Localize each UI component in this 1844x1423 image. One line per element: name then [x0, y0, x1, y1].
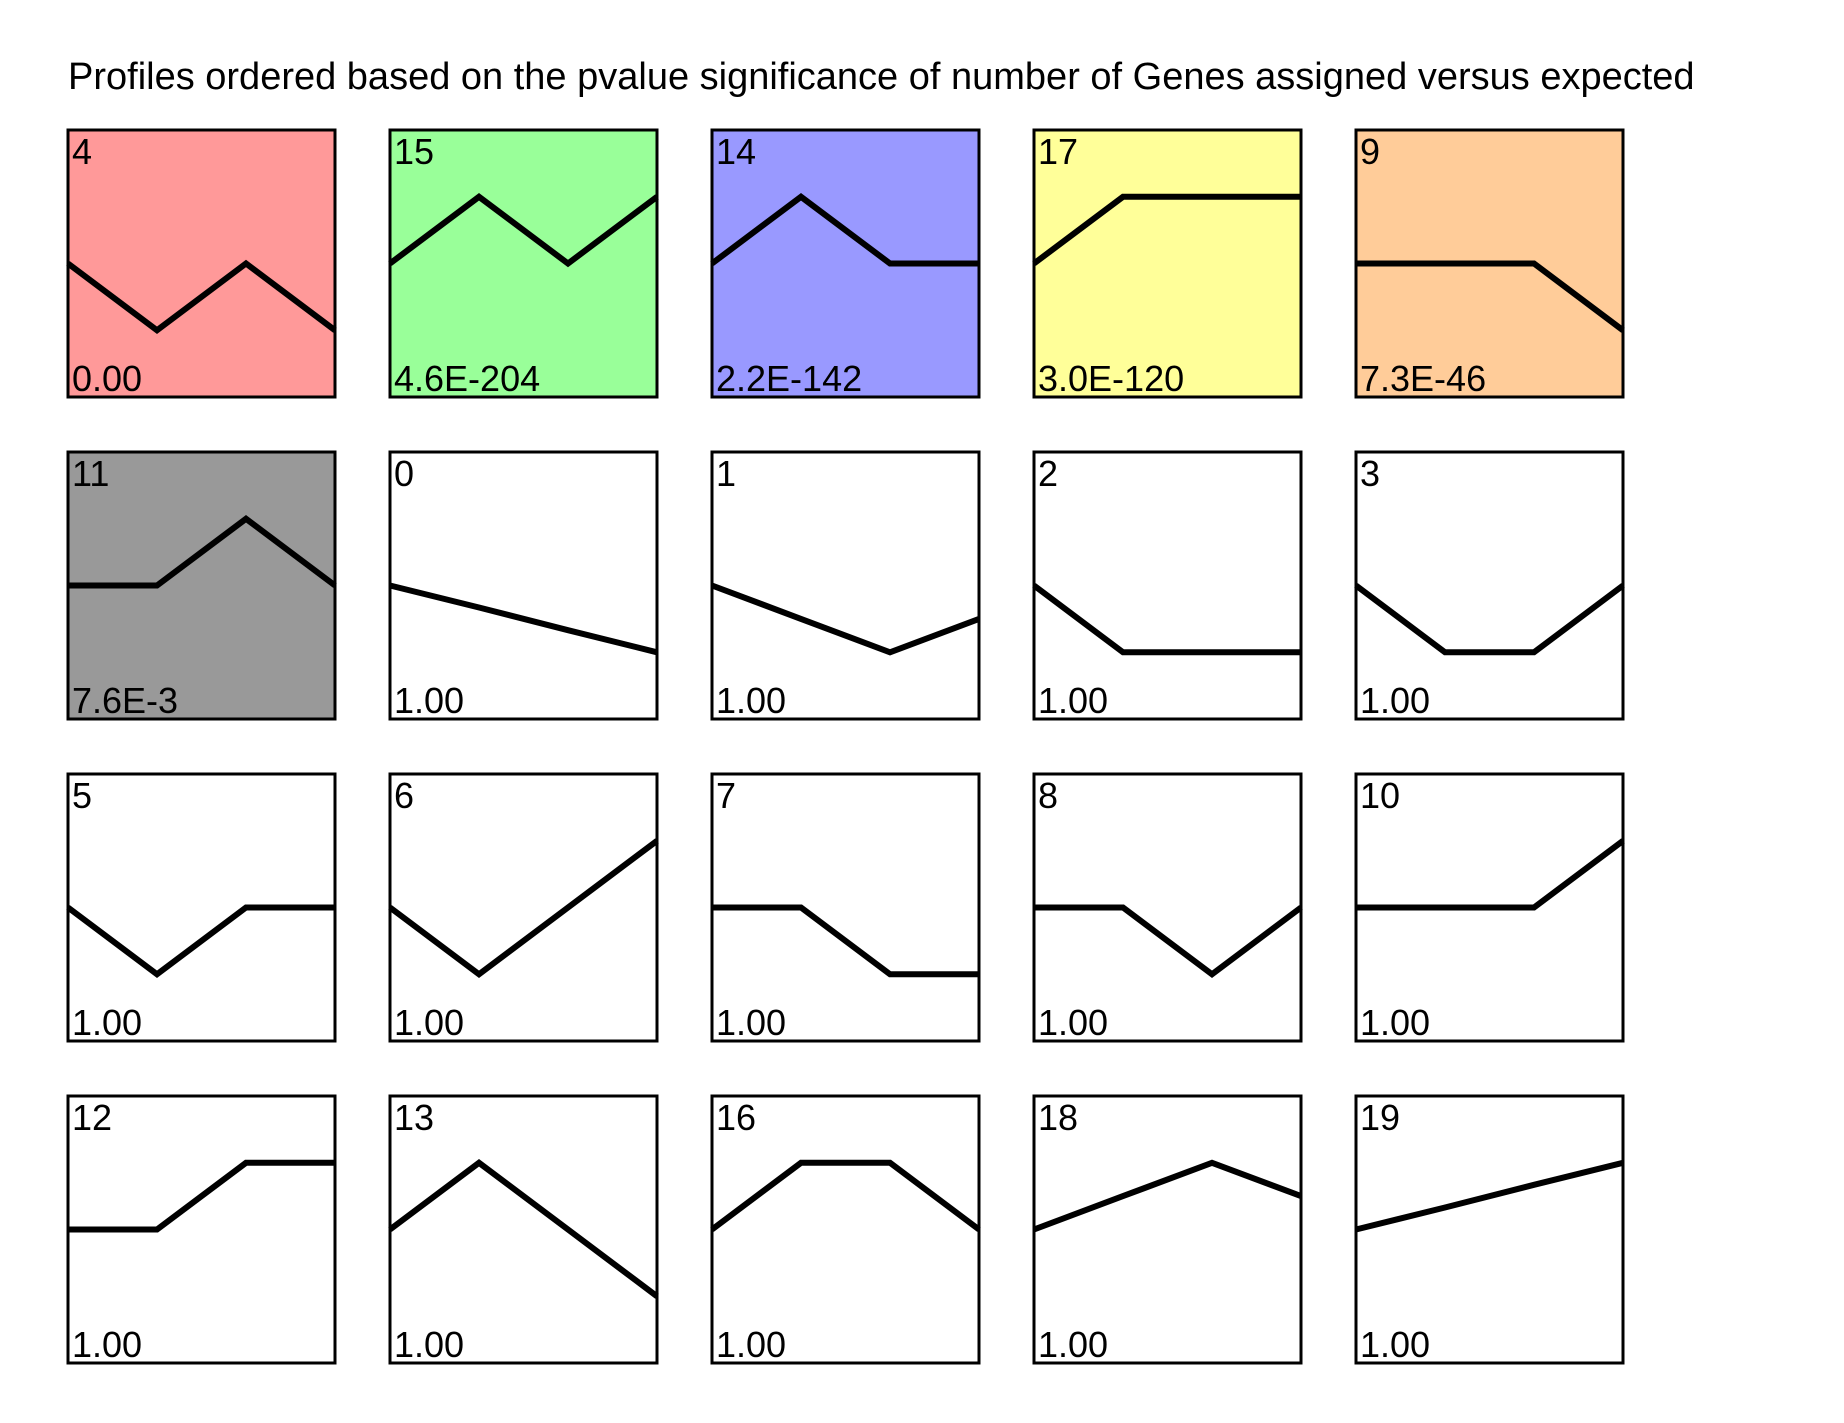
profile-id-label: 5 [72, 775, 92, 816]
profile-box [1354, 450, 1625, 721]
profile-id-label: 7 [716, 775, 736, 816]
profile-line [1032, 1159, 1303, 1233]
figure-title: Profiles ordered based on the pvalue sig… [68, 56, 1695, 98]
profile-pvalue-label: 1.00 [716, 680, 786, 721]
profile-id-label: 6 [394, 775, 414, 816]
profile-panel-11: 11 7.6E-3 [66, 450, 337, 721]
profile-panel-1: 11.00 [710, 450, 981, 721]
profile-pvalue-label: 4.6E-204 [394, 358, 540, 399]
profile-pvalue-label: 1.00 [716, 1002, 786, 1043]
profile-panel-9: 9 7.3E-46 [1354, 128, 1625, 399]
profile-box [388, 128, 659, 399]
profile-pvalue-label: 1.00 [394, 1324, 464, 1365]
profile-pvalue-label: 2.2E-142 [716, 358, 862, 399]
profile-panel-0: 01.00 [388, 450, 659, 721]
profile-id-label: 1 [716, 453, 736, 494]
profile-box [710, 772, 981, 1043]
profile-pvalue-label: 1.00 [72, 1324, 142, 1365]
profile-box [1354, 1094, 1625, 1365]
profile-panel-19: 191.00 [1354, 1094, 1625, 1365]
profile-panel-2: 21.00 [1032, 450, 1303, 721]
profile-pvalue-label: 1.00 [1038, 680, 1108, 721]
profile-line [1355, 1159, 1624, 1233]
profile-box [388, 1094, 659, 1365]
profile-box [66, 128, 337, 399]
profile-panel-7: 71.00 [710, 772, 981, 1043]
profile-id-label: 18 [1038, 1097, 1078, 1138]
profile-pvalue-label: 1.00 [1360, 680, 1430, 721]
profile-panel-17: 17 3.0E-120 [1032, 128, 1303, 399]
profile-line [1034, 904, 1303, 979]
profile-line [712, 904, 979, 978]
profile-line [1032, 583, 1301, 656]
profile-id-label: 3 [1360, 453, 1380, 494]
profile-pvalue-label: 1.00 [394, 680, 464, 721]
profile-box [1032, 1094, 1303, 1365]
profile-panel-12: 121.00 [66, 1094, 337, 1365]
profile-line [1032, 193, 1301, 266]
profile-line [1354, 583, 1625, 656]
profile-id-label: 14 [716, 131, 756, 172]
profile-id-label: 9 [1360, 131, 1380, 172]
profile-panel-13: 131.00 [388, 1094, 659, 1365]
profile-line [66, 259, 337, 335]
profile-pvalue-label: 0.00 [72, 358, 142, 399]
profile-box [1032, 128, 1303, 399]
profile-id-label: 13 [394, 1097, 434, 1138]
profile-panel-3: 31.00 [1354, 450, 1625, 721]
profile-panel-5: 51.00 [66, 772, 337, 1043]
profile-line [1356, 260, 1625, 333]
profile-line [388, 193, 659, 268]
profile-line [710, 193, 979, 267]
profile-panel-8: 81.00 [1032, 772, 1303, 1043]
profile-id-label: 17 [1038, 131, 1078, 172]
profile-panel-6: 61.00 [388, 772, 659, 1043]
profile-panel-10: 101.00 [1354, 772, 1625, 1043]
profile-panel-15: 15 4.6E-204 [388, 128, 659, 399]
profile-id-label: 11 [72, 453, 109, 494]
profile-box [1032, 450, 1303, 721]
profile-pvalue-label: 1.00 [1360, 1324, 1430, 1365]
profile-panel-14: 14 2.2E-142 [710, 128, 981, 399]
profile-id-label: 10 [1360, 775, 1400, 816]
profile-box [388, 450, 659, 721]
profile-id-label: 19 [1360, 1097, 1400, 1138]
profile-line [66, 904, 335, 979]
profile-id-label: 12 [72, 1097, 112, 1138]
profile-panel-16: 161.00 [710, 1094, 981, 1365]
profile-box [710, 1094, 981, 1365]
profile-pvalue-label: 1.00 [1038, 1324, 1108, 1365]
profile-pvalue-label: 1.00 [72, 1002, 142, 1043]
profile-pvalue-label: 3.0E-120 [1038, 358, 1184, 399]
profile-line [68, 515, 337, 589]
profile-pvalue-label: 1.00 [716, 1324, 786, 1365]
profile-line [388, 838, 659, 979]
profile-pvalue-label: 7.6E-3 [72, 680, 178, 721]
profile-id-label: 0 [394, 453, 414, 494]
profile-id-label: 8 [1038, 775, 1058, 816]
profile-line [710, 582, 981, 656]
profile-pvalue-label: 1.00 [1038, 1002, 1108, 1043]
profile-id-label: 15 [394, 131, 434, 172]
profile-pvalue-label: 7.3E-46 [1360, 358, 1486, 399]
profile-line [68, 1159, 335, 1233]
profile-box [388, 772, 659, 1043]
profile-line [710, 1159, 981, 1232]
profile-id-label: 2 [1038, 453, 1058, 494]
profile-id-label: 4 [72, 131, 92, 172]
profile-pvalue-label: 1.00 [1360, 1002, 1430, 1043]
profile-pvalue-label: 1.00 [394, 1002, 464, 1043]
profile-box [710, 450, 981, 721]
profile-panel-18: 181.00 [1032, 1094, 1303, 1365]
profile-panel-4: 40.00 [66, 128, 337, 399]
profile-id-label: 16 [716, 1097, 756, 1138]
profile-line [388, 1159, 659, 1299]
profile-line [389, 582, 658, 656]
profile-line [1356, 838, 1625, 911]
